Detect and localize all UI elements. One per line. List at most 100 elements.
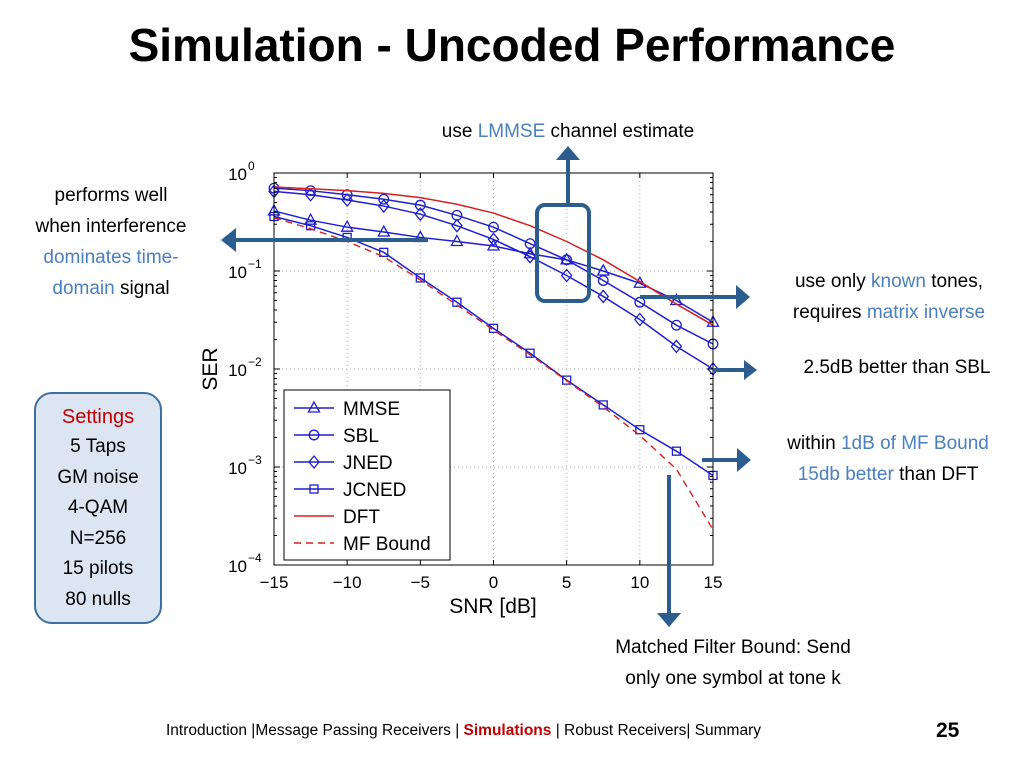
grid (274, 173, 713, 565)
data-point-jned (304, 187, 317, 202)
settings-box: Settings 5 Taps GM noise 4-QAM N=256 15 … (34, 392, 162, 624)
slide-title: Simulation - Uncoded Performance (128, 19, 896, 71)
y-tick-exponent: −2 (248, 355, 262, 369)
note-line: within 1dB of MF Bound (752, 428, 1024, 459)
data-point-jned (597, 289, 610, 304)
data-point-jcned (671, 446, 682, 456)
note-highlight: LMMSE (477, 121, 546, 142)
data-point-jned (377, 199, 390, 214)
series-line-dft (273, 186, 714, 326)
legend-marker-sbl (308, 429, 320, 441)
settings-item: 15 pilots (62, 558, 134, 579)
page-number: 25 (936, 719, 960, 742)
data-point-sbl (414, 199, 426, 211)
note-mf-bound: within 1dB of MF Bound 15db better than … (752, 428, 1024, 490)
legend-label-dft: DFT (343, 507, 380, 528)
data-point-jned (451, 218, 463, 233)
note-text: tones, (925, 271, 983, 292)
x-tick-label: 0 (489, 573, 498, 592)
y-tick-label: 10 (228, 361, 247, 380)
note-highlight: matrix inverse (866, 302, 986, 323)
note-text: channel estimate (545, 121, 695, 142)
settings-heading: Settings (61, 406, 135, 428)
data-point-jcned (635, 425, 645, 435)
legend-marker-jcned (309, 484, 319, 494)
data-point-jned (633, 312, 646, 327)
legend-box (283, 389, 451, 561)
note-matched-filter: Matched Filter Bound: Send only one symb… (566, 632, 900, 694)
data-point-jned (670, 339, 683, 354)
note-text: use (441, 121, 478, 142)
data-point-jned (524, 249, 536, 264)
data-point-jned (414, 207, 427, 222)
arrow-right-known-tones (640, 285, 750, 309)
footer-text: | Robust Receivers| Summary (551, 722, 762, 739)
data-point-mmse (340, 219, 354, 232)
footer-text: Introduction |Message Passing Receivers … (166, 722, 464, 739)
note-line: use only known tones, (754, 266, 1024, 297)
arrow-right-mf-bound (702, 448, 751, 472)
data-point-mmse (303, 212, 318, 225)
note-sbl: 2.5dB better than SBL (764, 352, 1024, 383)
settings-item: 5 Taps (70, 436, 126, 457)
highlight-box (535, 203, 591, 303)
arrow-left-interference (221, 228, 428, 252)
note-text: 2.5dB better than SBL (803, 357, 991, 378)
x-tick-label: −10 (333, 573, 362, 592)
note-line: Matched Filter Bound: Send (615, 637, 851, 658)
x-tick-label: 15 (704, 573, 723, 592)
footer-active-section: Simulations (463, 722, 552, 739)
settings-item: 4-QAM (67, 497, 129, 518)
legend-label-mmse: MMSE (343, 399, 400, 420)
data-point-jned (487, 232, 500, 247)
legend-marker-mmse (307, 400, 321, 413)
note-text: signal (114, 278, 170, 299)
data-point-sbl (670, 319, 682, 331)
data-point-mmse (450, 234, 464, 247)
arrow-down-matched-filter (657, 475, 681, 627)
note-text: than DFT (893, 464, 979, 485)
y-tick-label: 10 (228, 165, 247, 184)
note-highlight: 1dB of MF Bound (840, 433, 989, 454)
data-point-mmse (486, 238, 501, 251)
data-point-jcned (525, 348, 535, 358)
data-point-jcned (415, 273, 425, 283)
x-tick-label: 10 (630, 573, 649, 592)
legend-label-jned: JNED (343, 453, 393, 474)
y-tick-exponent: −4 (248, 551, 262, 565)
y-tick-exponent: −1 (248, 257, 262, 271)
data-point-mmse (523, 246, 537, 259)
series-line-jned (273, 190, 714, 370)
note-highlight: known (871, 271, 926, 292)
note-line: domain signal (0, 273, 222, 304)
legend-label-jcned: JCNED (343, 480, 406, 501)
y-tick-label: 10 (228, 557, 247, 576)
data-point-sbl (488, 221, 499, 233)
data-point-jned (560, 268, 573, 283)
y-tick-label: 10 (228, 459, 247, 478)
note-line: requires matrix inverse (754, 297, 1024, 328)
y-tick-label: 10 (228, 263, 247, 282)
note-line: performs well (54, 185, 168, 206)
note-text: use only (794, 271, 872, 292)
data-point-jcned (488, 323, 499, 333)
legend-label-sbl: SBL (343, 426, 379, 447)
note-lmmse: use LMMSE channel estimate (368, 116, 768, 147)
data-point-mmse (633, 275, 647, 288)
legend-label-mf-bound: MF Bound (343, 534, 431, 555)
note-line: dominates time- (43, 247, 179, 268)
note-highlight: domain (52, 278, 115, 299)
settings-item: GM noise (57, 466, 139, 488)
settings-item: 80 nulls (65, 588, 131, 610)
note-line: when interference (35, 216, 187, 237)
data-point-jcned (452, 297, 462, 307)
x-tick-label: −15 (260, 573, 289, 592)
data-point-sbl (378, 193, 390, 205)
note-highlight: 15db better (797, 464, 894, 485)
legend-marker-jned (308, 454, 320, 470)
note-line: 15db better than DFT (752, 459, 1024, 490)
x-tick-label: 5 (562, 573, 571, 592)
arrow-right-sbl (713, 360, 757, 380)
y-axis-label: SER (199, 347, 222, 390)
